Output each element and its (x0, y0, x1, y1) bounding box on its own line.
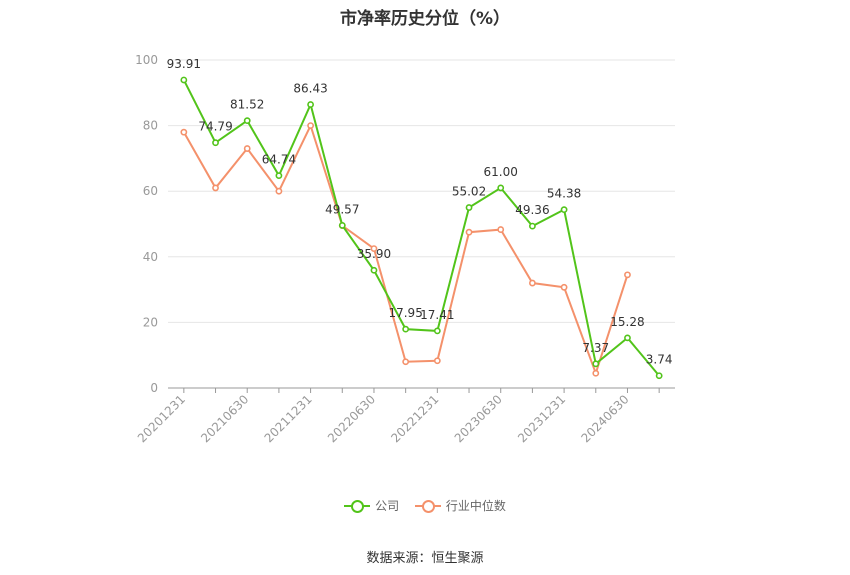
x-tick-label: 20220630 (325, 392, 378, 445)
data-point-industry (402, 358, 410, 366)
data-point-company (370, 266, 378, 274)
data-point-industry (465, 228, 473, 236)
data-point-industry (212, 184, 219, 192)
chart-title: 市净率历史分位（%） (339, 9, 511, 29)
data-point-industry (370, 245, 378, 252)
data-point-industry (592, 369, 600, 377)
y-tick-label: 0 (150, 381, 158, 395)
data-point-industry (624, 271, 631, 279)
data-point-company (465, 204, 473, 211)
data-label: 17.95 (388, 306, 422, 320)
data-label: 49.36 (515, 203, 549, 217)
data-point-industry (180, 128, 188, 136)
y-tick-label: 40 (143, 250, 158, 264)
data-source: 数据来源：恒生聚源 (366, 551, 484, 566)
series-line-industry (182, 122, 629, 377)
data-point-company (402, 325, 410, 333)
legend-company-swatch (344, 499, 371, 513)
legend-item-industry[interactable]: 行业中位数 (414, 497, 506, 514)
data-point-industry (529, 279, 536, 287)
data-point-company (212, 139, 219, 147)
data-point-company (655, 372, 663, 380)
data-point-company (180, 76, 188, 84)
data-label: 17.41 (420, 308, 454, 322)
y-tick-label: 60 (143, 184, 158, 198)
data-label: 81.52 (230, 98, 264, 112)
y-tick-label: 20 (143, 315, 158, 329)
x-tick-label: 20201231 (135, 392, 188, 445)
x-tick-label: 20221231 (388, 392, 441, 445)
data-point-company (307, 101, 314, 108)
legend-item-company[interactable]: 公司 (344, 497, 399, 514)
data-point-company (433, 327, 441, 335)
data-label: 54.38 (547, 187, 581, 201)
y-tick-label: 80 (143, 119, 158, 133)
data-label: 74.79 (198, 120, 232, 134)
legend-industry-swatch (414, 499, 441, 513)
legend: 公司 行业中位数 (0, 497, 850, 516)
data-label: 35.90 (357, 247, 391, 261)
data-point-industry (307, 122, 314, 129)
data-label: 55.02 (452, 185, 486, 199)
data-label: 86.43 (293, 82, 327, 96)
data-point-company (529, 222, 536, 230)
data-point-company (497, 184, 505, 192)
data-point-industry (497, 226, 505, 233)
y-tick-label: 100 (135, 53, 158, 67)
x-tick-label: 20211231 (262, 392, 315, 445)
data-point-industry (243, 145, 251, 152)
data-point-industry (275, 187, 283, 195)
series-line-company (182, 79, 660, 377)
x-tick-label: 20231231 (515, 392, 568, 445)
data-point-company (338, 222, 346, 229)
legend-industry-label: 行业中位数 (445, 499, 506, 513)
x-tick-label: 20210630 (198, 392, 251, 445)
x-tick-label: 20230630 (452, 392, 505, 445)
data-point-company (624, 334, 631, 342)
data-label: 61.00 (484, 165, 518, 179)
data-label: 64.74 (262, 153, 296, 167)
data-label: 93.91 (167, 57, 201, 71)
x-tick-label: 20240630 (579, 392, 632, 445)
data-label: 15.28 (610, 315, 644, 329)
data-point-company (592, 360, 600, 368)
data-point-industry (433, 357, 441, 365)
data-point-industry (560, 283, 568, 291)
data-label: 49.57 (325, 202, 359, 216)
data-label: 7.37 (582, 341, 609, 355)
data-point-company (560, 206, 568, 214)
data-point-company (243, 117, 251, 125)
legend-company-label: 公司 (375, 499, 400, 513)
data-label: 3.74 (646, 353, 673, 367)
data-point-company (275, 172, 283, 180)
